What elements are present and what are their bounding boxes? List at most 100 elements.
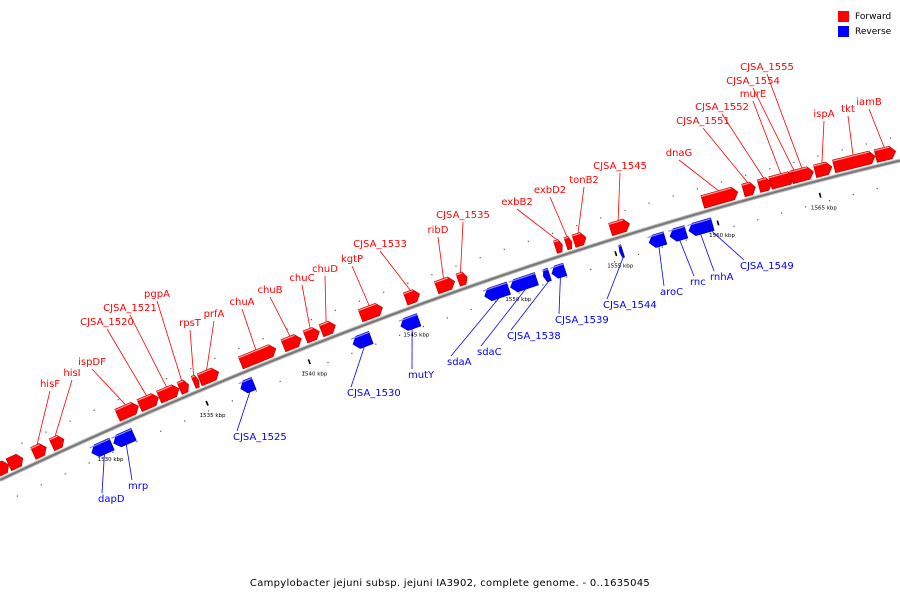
gene-label-exbb2: exbB2 [501, 197, 532, 208]
leader-line [460, 221, 464, 273]
gene-exbb2[interactable] [553, 239, 563, 254]
gene-block[interactable] [302, 327, 320, 344]
gene-cjsa-1549[interactable] [705, 217, 715, 232]
gene-cjsa-1552[interactable] [756, 177, 773, 193]
gene-rnc[interactable] [668, 225, 689, 242]
gene-ribd[interactable] [434, 276, 456, 295]
gene-block[interactable] [873, 145, 897, 163]
gene-block[interactable] [176, 379, 189, 395]
major-ticks: 1530 kbp 1535 kbp 1540 kbp 1545 kbp 1550 kbp… [98, 192, 837, 463]
gene-block[interactable] [30, 443, 47, 460]
gene-block[interactable] [741, 181, 756, 198]
gene-block-unlabeled[interactable] [0, 460, 10, 478]
gene-rnha[interactable] [687, 218, 712, 237]
gene-cjsa-1533[interactable] [402, 289, 420, 306]
gene-pgpa[interactable] [176, 379, 189, 395]
tick-label: 1565 kbp [811, 205, 837, 211]
gene-cjsa-1521[interactable] [156, 384, 180, 404]
gene-highlight [49, 435, 58, 441]
gene-cjsa-1544[interactable] [617, 244, 625, 259]
gene-cjsa-1555[interactable] [791, 166, 814, 184]
leader-line [721, 113, 765, 179]
gene-prfa[interactable] [196, 367, 220, 387]
gene-cjsa-1525[interactable] [238, 377, 257, 394]
leader-line [678, 159, 719, 192]
gene-ispa[interactable] [813, 161, 833, 178]
minor-tick-dot [614, 261, 616, 263]
gene-block[interactable] [455, 271, 468, 287]
leader-line [752, 87, 795, 171]
minor-tick-dot [600, 217, 602, 219]
gene-block[interactable] [91, 437, 115, 458]
gene-highlight [281, 334, 295, 342]
gene-cjsa-1551[interactable] [741, 181, 756, 198]
gene-block[interactable] [400, 313, 422, 331]
legend-reverse-label: Reverse [855, 26, 892, 37]
gene-label-dapd: dapD [98, 494, 125, 505]
leader-line [324, 275, 327, 323]
gene-cjsa-1535[interactable] [455, 271, 468, 287]
gene-block[interactable] [756, 177, 773, 193]
gene-highlight [197, 368, 212, 376]
gene-tonb2[interactable] [571, 232, 587, 248]
gene-chub[interactable] [280, 334, 302, 353]
gene-block[interactable] [48, 434, 65, 452]
gene-sdac[interactable] [508, 272, 539, 293]
gene-kgtp[interactable] [357, 302, 383, 323]
gene-mrp[interactable] [111, 428, 137, 448]
minor-tick-dot [733, 225, 735, 227]
gene-highlight [89, 438, 110, 449]
gene-dnag[interactable] [700, 186, 739, 209]
gene-chuc[interactable] [302, 327, 320, 344]
gene-highlight [114, 402, 132, 411]
gene-block[interactable] [402, 289, 420, 306]
gene-exbd2[interactable] [563, 235, 573, 251]
gene-highlight [358, 303, 376, 312]
gene-cjsa-1538[interactable] [541, 267, 552, 283]
gene-block[interactable] [113, 428, 137, 448]
gene-sdaa[interactable] [482, 281, 511, 302]
gene-block[interactable] [553, 239, 563, 254]
gene-highlight [238, 377, 252, 385]
gene-iamb[interactable] [873, 145, 897, 163]
minor-tick-dot [494, 300, 496, 302]
gene-cjsa-1545[interactable] [608, 218, 630, 237]
gene-hisf[interactable] [30, 443, 47, 460]
gene-highlight [832, 151, 869, 162]
legend: Forward Reverse [838, 9, 891, 39]
gene-muty[interactable] [398, 313, 422, 331]
gene-block[interactable] [832, 150, 876, 174]
gene-block[interactable] [571, 232, 587, 248]
gene-cjsa-1530[interactable] [350, 331, 374, 349]
gene-highlight [608, 219, 624, 225]
minor-tick-dot [383, 291, 385, 293]
gene-highlight [874, 146, 890, 152]
minor-tick-dot [207, 410, 210, 412]
gene-block[interactable] [318, 320, 336, 338]
gene-hisi[interactable] [48, 434, 65, 452]
gene-block-unlabeled[interactable] [5, 453, 24, 472]
minor-tick-dot [45, 431, 47, 433]
gene-block[interactable] [563, 235, 573, 251]
gene-ispdf[interactable] [114, 401, 139, 422]
gene-cjsa-1539[interactable] [550, 262, 568, 279]
gene-label-ispa: ispA [813, 109, 834, 120]
gene-block[interactable] [813, 161, 833, 178]
gene-block[interactable] [510, 272, 539, 293]
gene-chua[interactable] [237, 344, 277, 370]
gene-block[interactable] [237, 344, 277, 370]
gene-aroc[interactable] [647, 231, 668, 248]
gene-dapd[interactable] [89, 437, 115, 458]
gene-chud[interactable] [318, 320, 336, 338]
gene-block[interactable] [114, 401, 139, 422]
leader-line [766, 73, 803, 169]
gene-cjsa-1520[interactable] [136, 393, 159, 412]
leader-line [351, 265, 370, 306]
leader-line [700, 234, 715, 272]
tick-label: 1535 kbp [200, 413, 226, 419]
gene-label-exbd2: exbD2 [534, 185, 566, 196]
gene-label-cjsa-1538: CJSA_1538 [507, 331, 561, 342]
gene-block[interactable] [700, 186, 739, 209]
gene-tkt[interactable] [832, 150, 876, 174]
